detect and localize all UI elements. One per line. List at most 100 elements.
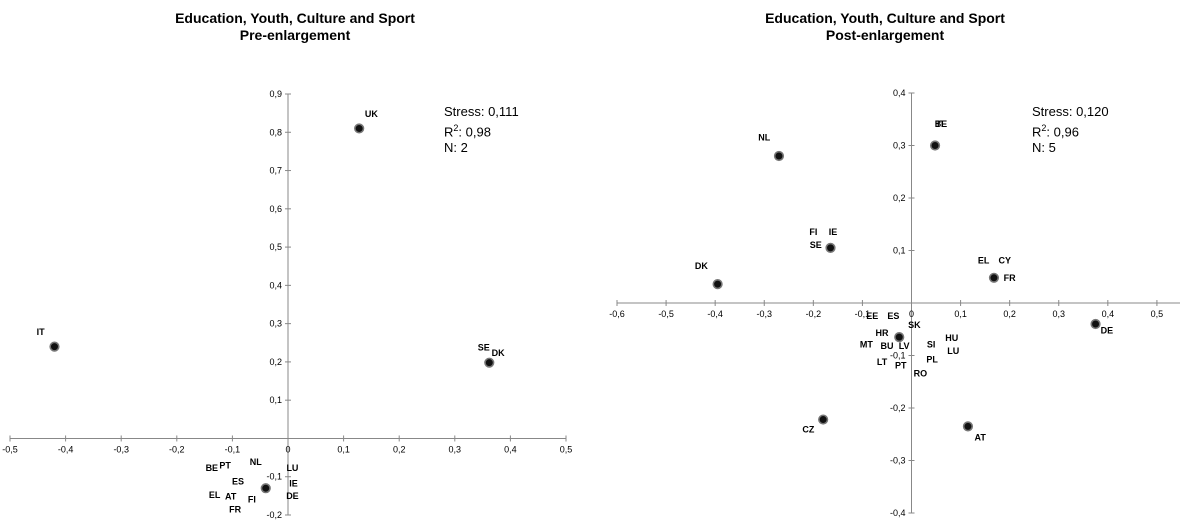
y-tick-label: -0,1 bbox=[890, 351, 906, 361]
y-tick-label: 0,6 bbox=[269, 204, 282, 214]
y-tick-label: 0,3 bbox=[269, 319, 282, 329]
y-tick-label: 0,9 bbox=[269, 89, 282, 99]
point-label: ES bbox=[887, 311, 899, 321]
y-tick-label: -0,3 bbox=[890, 456, 906, 466]
x-tick-label: 0,3 bbox=[1052, 309, 1065, 319]
point-label: FR bbox=[1004, 273, 1016, 283]
x-tick-label: -0,6 bbox=[609, 309, 625, 319]
x-tick-label: -0,1 bbox=[855, 309, 871, 319]
data-point bbox=[773, 150, 785, 162]
x-tick-label: 0,2 bbox=[1003, 309, 1016, 319]
point-label: DK bbox=[695, 261, 708, 271]
data-point bbox=[818, 414, 829, 425]
point-label: PL bbox=[926, 354, 938, 364]
n-value: N: 2 bbox=[444, 140, 468, 156]
x-tick-label: -0,4 bbox=[707, 309, 723, 319]
x-tick-label: 0,4 bbox=[1102, 309, 1115, 319]
scatter-plot-pre: -0,5 -0,4 -0,3 -0,2 -0,1 0 0,1 0,2 0,3 0,4 0,5 -0,2… bbox=[2, 89, 572, 520]
point-label: AT bbox=[225, 492, 237, 502]
point-label: UK bbox=[365, 109, 378, 119]
chart-title: Education, Youth, Culture and Sport bbox=[765, 10, 1005, 26]
x-tick-label: -0,5 bbox=[2, 444, 18, 454]
x-tick-label: -0,1 bbox=[225, 444, 241, 454]
point-label: DK bbox=[492, 348, 505, 358]
x-tick-label: 0,5 bbox=[1151, 309, 1164, 319]
data-point bbox=[962, 421, 974, 432]
x-tick-label: -0,5 bbox=[658, 309, 674, 319]
point-label: SE bbox=[478, 342, 490, 352]
point-label: RO bbox=[914, 369, 928, 379]
point-label: FR bbox=[229, 504, 241, 514]
point-label: BE bbox=[935, 119, 948, 129]
stress-value: Stress: 0,111 bbox=[444, 104, 519, 119]
data-point bbox=[988, 272, 1000, 283]
point-label: LU bbox=[947, 346, 959, 356]
point-label: IE bbox=[829, 227, 838, 237]
point-label: FI bbox=[809, 227, 817, 237]
y-tick-label: 0,7 bbox=[269, 166, 282, 176]
y-tick-label: 0,5 bbox=[269, 242, 282, 252]
data-point bbox=[260, 483, 271, 494]
point-label: HU bbox=[945, 333, 958, 343]
chart-subtitle: Pre-enlargement bbox=[239, 27, 351, 43]
chart-subtitle: Post-enlargement bbox=[825, 27, 945, 43]
point-label: IE bbox=[289, 478, 298, 488]
point-label: SE bbox=[810, 240, 822, 250]
point-label: EL bbox=[209, 490, 221, 500]
x-tick-label: 0,1 bbox=[337, 444, 350, 454]
data-point bbox=[1090, 318, 1101, 330]
chart-panel-pre-enlargement: Education, Youth, Culture and Sport Pre-… bbox=[2, 10, 572, 520]
data-point bbox=[929, 140, 941, 151]
point-label: EE bbox=[866, 311, 878, 321]
x-tick-label: 0,3 bbox=[449, 444, 462, 454]
x-tick-label: -0,3 bbox=[113, 444, 129, 454]
data-points bbox=[712, 140, 1101, 432]
point-label: EL bbox=[978, 256, 990, 266]
point-labels: BEITNLFIIESEDKELCYFRUKDEEEESSKHRHUMTBULV… bbox=[695, 119, 1113, 443]
axes: -0,5 -0,4 -0,3 -0,2 -0,1 0 0,1 0,2 0,3 0,4 0,5 -0,2… bbox=[2, 89, 572, 520]
x-tick-label: 0,4 bbox=[504, 444, 517, 454]
x-tick-label: 0 bbox=[909, 309, 914, 319]
data-points bbox=[49, 123, 495, 494]
point-label: FI bbox=[248, 494, 256, 504]
point-label: BU bbox=[880, 341, 893, 351]
y-tick-label: -0,4 bbox=[890, 508, 906, 518]
y-tick-label: -0,1 bbox=[266, 472, 282, 482]
point-label: AT bbox=[975, 433, 987, 443]
x-tick-label: -0,2 bbox=[169, 444, 185, 454]
point-label: LU bbox=[286, 463, 298, 473]
point-label: DE bbox=[286, 491, 299, 501]
x-tick-label: -0,2 bbox=[806, 309, 822, 319]
y-tick-label: -0,2 bbox=[890, 403, 906, 413]
point-label: PT bbox=[219, 460, 231, 470]
r-squared-value: R2: 0,98 bbox=[444, 123, 491, 140]
point-label: NL bbox=[758, 132, 770, 142]
y-tick-label: -0,2 bbox=[266, 510, 282, 520]
x-tick-label: 0 bbox=[285, 444, 290, 454]
stress-value: Stress: 0,120 bbox=[1032, 104, 1109, 119]
point-label: IT bbox=[937, 119, 946, 129]
point-label: CZ bbox=[802, 425, 814, 435]
y-tick-label: 0,4 bbox=[269, 280, 282, 290]
y-tick-label: 0,2 bbox=[893, 193, 906, 203]
data-point bbox=[894, 332, 905, 343]
point-label: IT bbox=[37, 327, 46, 337]
data-point bbox=[825, 242, 836, 253]
data-point bbox=[354, 123, 365, 134]
stats-box: Stress: 0,120 R2: 0,96 N: 5 bbox=[1032, 104, 1109, 156]
point-label: LV bbox=[899, 341, 910, 351]
point-label: MT bbox=[860, 340, 873, 350]
y-tick-label: 0,1 bbox=[893, 246, 906, 256]
point-label: SK bbox=[908, 320, 921, 330]
x-tick-label: 0,5 bbox=[560, 444, 573, 454]
point-label: NL bbox=[250, 457, 262, 467]
x-tick-label: -0,3 bbox=[756, 309, 772, 319]
x-tick-label: 0,2 bbox=[393, 444, 406, 454]
y-tick-label: 0,2 bbox=[269, 357, 282, 367]
point-label: LT bbox=[877, 357, 888, 367]
r-squared-value: R2: 0,96 bbox=[1032, 123, 1079, 140]
point-label: CY bbox=[999, 256, 1012, 266]
point-label: HR bbox=[876, 328, 889, 338]
point-label: ES bbox=[232, 476, 244, 486]
